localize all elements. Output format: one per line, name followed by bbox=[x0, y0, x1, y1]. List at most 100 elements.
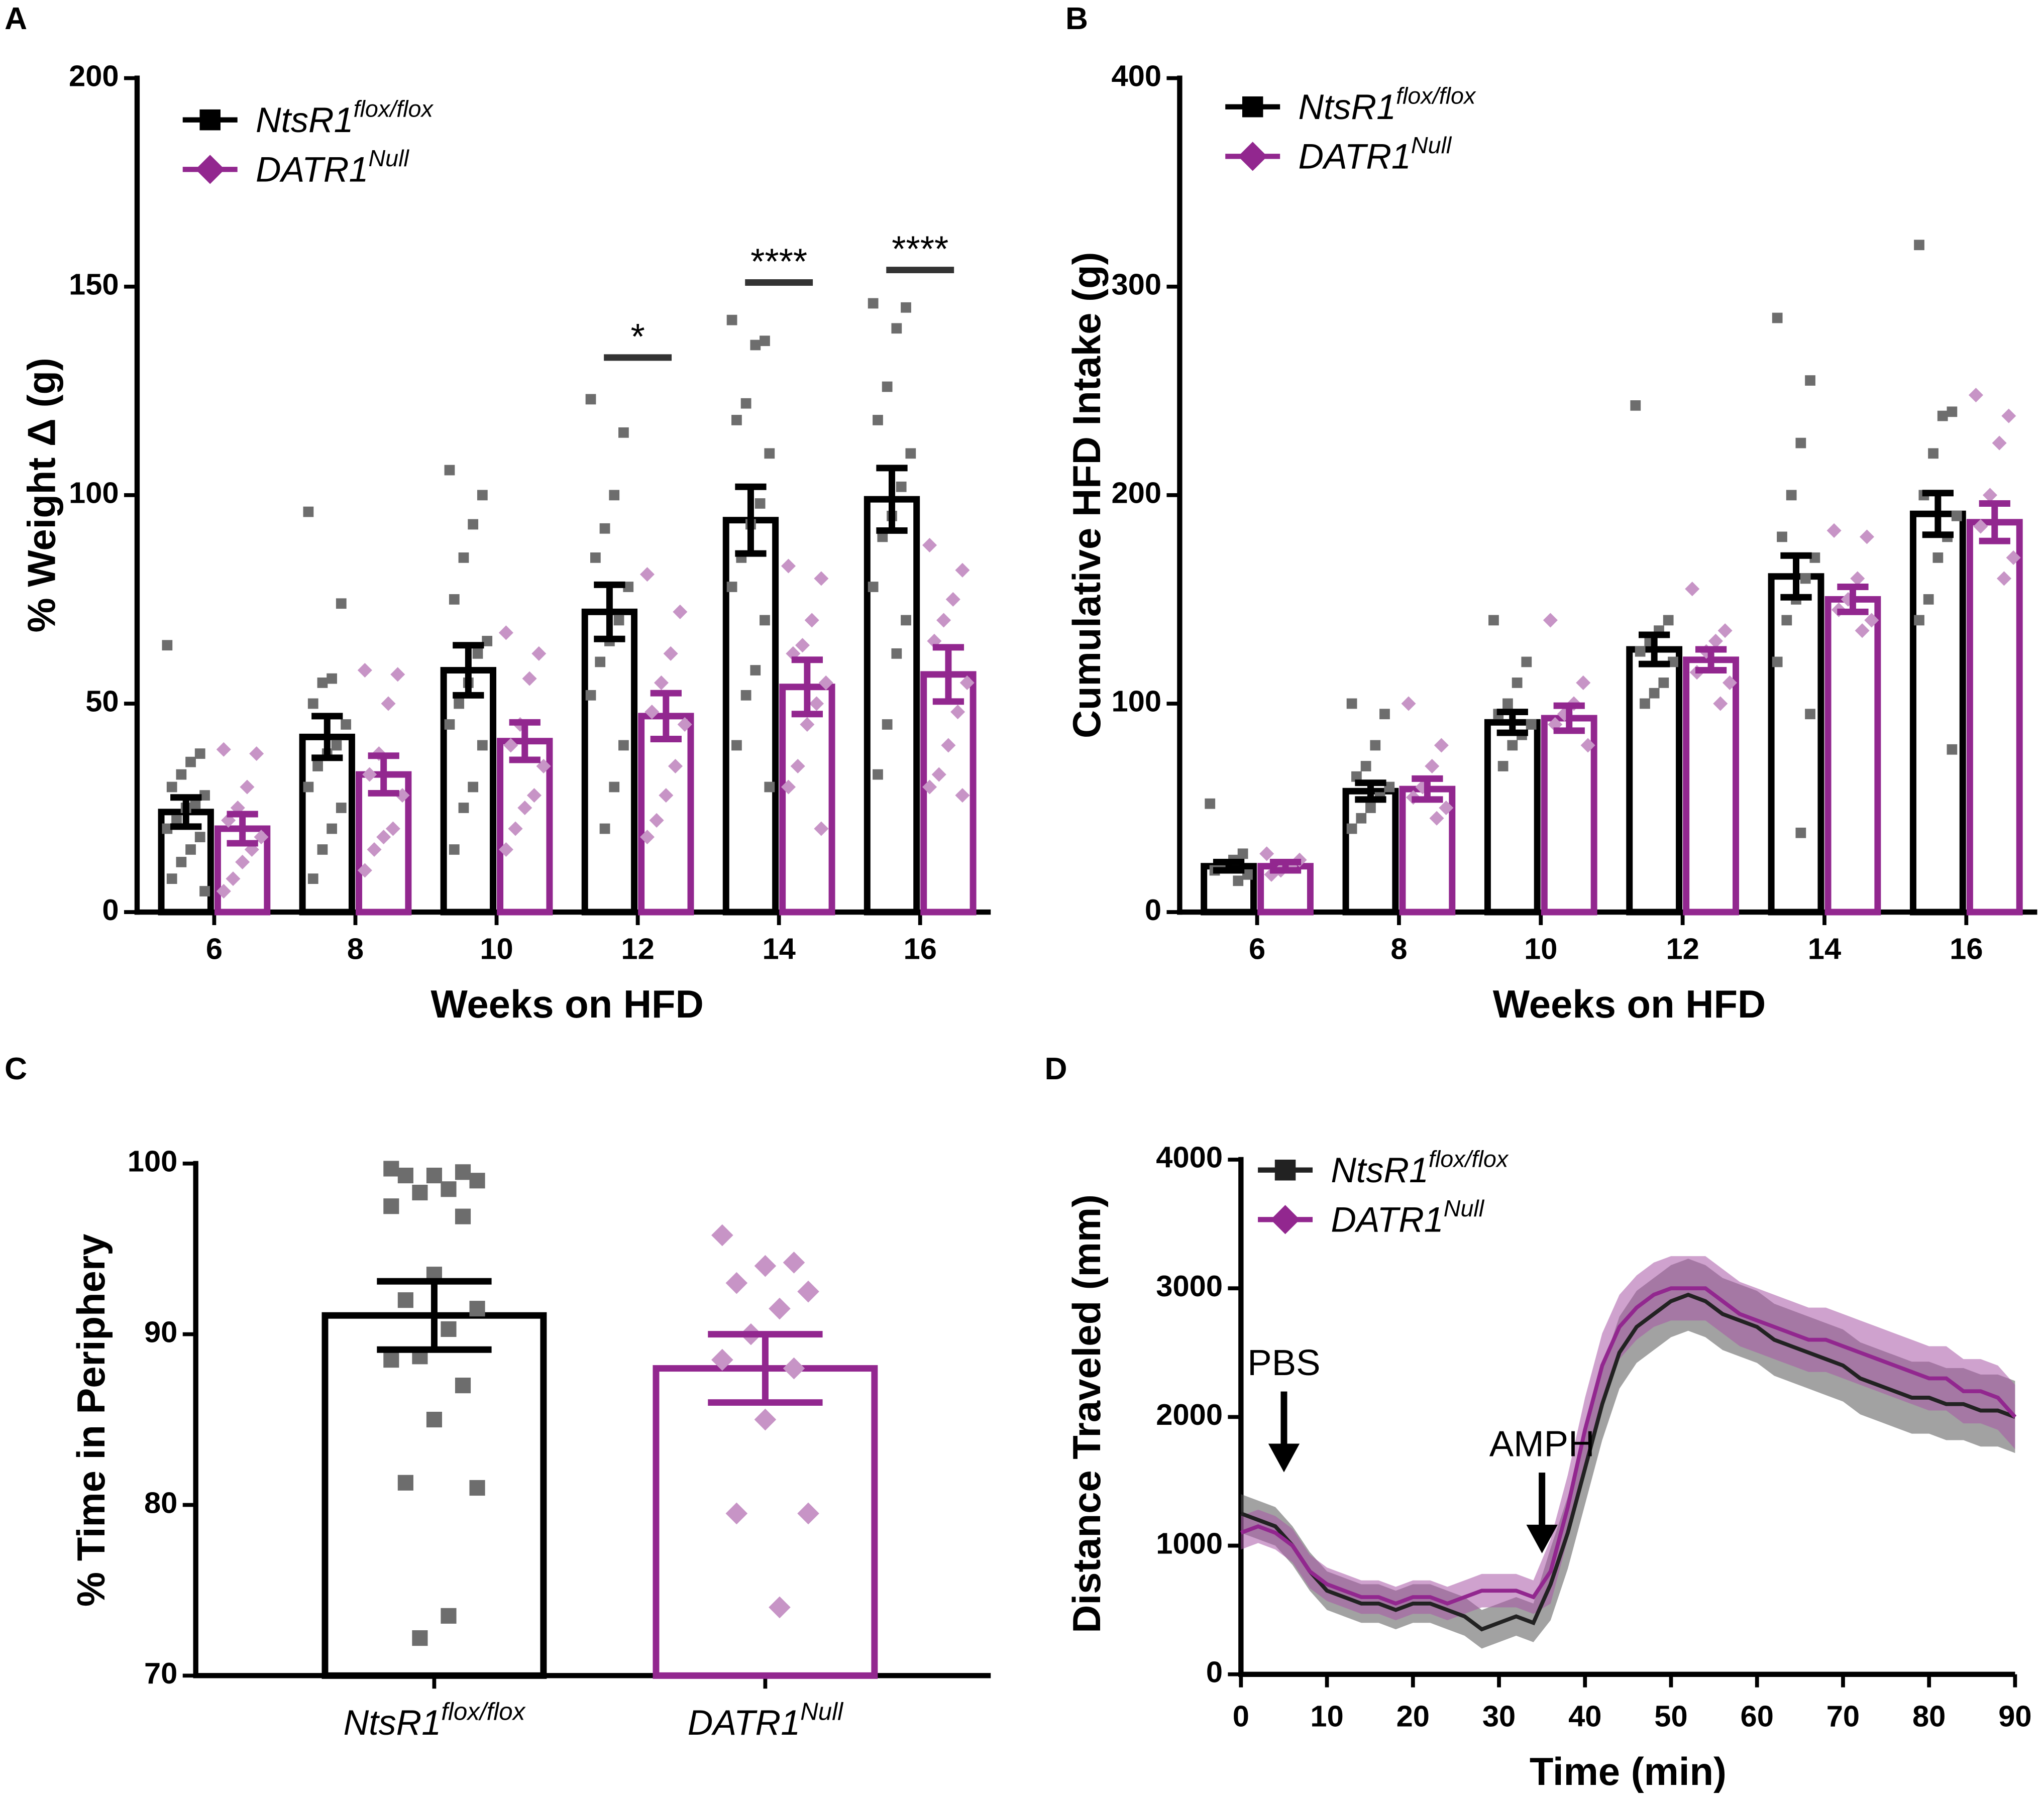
point bbox=[166, 873, 177, 884]
point bbox=[458, 552, 469, 563]
legend-label-sup: Null bbox=[1411, 132, 1452, 158]
point bbox=[790, 758, 805, 774]
point bbox=[449, 594, 460, 605]
point bbox=[1640, 698, 1650, 709]
point bbox=[362, 767, 377, 782]
bar bbox=[321, 1312, 547, 1679]
point bbox=[1800, 573, 1811, 584]
point bbox=[623, 582, 634, 592]
point bbox=[1439, 800, 1454, 816]
point bbox=[441, 1181, 457, 1197]
y-tick-label: 4000 bbox=[1156, 1141, 1223, 1174]
y-axis-title: % Weight Δ (g) bbox=[20, 358, 63, 632]
point bbox=[327, 823, 337, 834]
point bbox=[1859, 529, 1874, 544]
point bbox=[936, 613, 951, 628]
point bbox=[764, 781, 775, 793]
point bbox=[804, 613, 819, 628]
y-tick-label: 100 bbox=[128, 1145, 178, 1178]
point bbox=[190, 798, 201, 809]
point bbox=[336, 598, 347, 609]
x-tick-label: 10 bbox=[1310, 1700, 1343, 1733]
point bbox=[677, 717, 692, 732]
point bbox=[955, 562, 970, 578]
legend-label-base: DATR1 bbox=[256, 150, 368, 189]
point bbox=[503, 738, 518, 753]
legend-label-sup: Null bbox=[368, 145, 409, 171]
point bbox=[1512, 678, 1523, 688]
point bbox=[663, 646, 678, 661]
point bbox=[1968, 388, 1983, 403]
point bbox=[454, 698, 465, 709]
y-tick-label: 300 bbox=[1112, 268, 1162, 301]
y-tick-label: 200 bbox=[69, 59, 119, 92]
point bbox=[797, 1280, 819, 1303]
point bbox=[376, 830, 391, 845]
point bbox=[1864, 613, 1879, 628]
point bbox=[1996, 571, 2012, 586]
point bbox=[882, 381, 893, 392]
point bbox=[1855, 623, 1870, 638]
point bbox=[526, 788, 542, 803]
point bbox=[1708, 633, 1723, 648]
point bbox=[931, 767, 946, 782]
point bbox=[455, 1164, 471, 1180]
y-tick-label: 0 bbox=[1145, 893, 1161, 927]
point bbox=[240, 779, 255, 795]
point bbox=[873, 415, 883, 425]
point bbox=[901, 302, 911, 313]
point bbox=[1914, 240, 1924, 251]
point bbox=[1379, 709, 1390, 720]
point bbox=[781, 558, 796, 574]
x-axis-title: Weeks on HFD bbox=[431, 983, 703, 1026]
point bbox=[731, 415, 742, 425]
point bbox=[426, 1167, 443, 1184]
point bbox=[194, 748, 205, 759]
bar bbox=[1909, 510, 1966, 916]
point bbox=[1805, 375, 1815, 386]
x-tick-label-base: NtsR1 bbox=[344, 1703, 442, 1742]
point bbox=[1360, 761, 1371, 771]
point bbox=[216, 884, 231, 899]
point bbox=[2006, 550, 2021, 565]
point bbox=[1685, 582, 1700, 597]
point bbox=[412, 1630, 428, 1646]
point bbox=[1507, 740, 1518, 751]
y-tick-label: 0 bbox=[1206, 1655, 1223, 1689]
bar bbox=[581, 608, 638, 916]
point bbox=[458, 803, 469, 813]
point bbox=[482, 636, 493, 646]
point bbox=[1786, 490, 1797, 501]
point bbox=[814, 571, 829, 586]
point bbox=[176, 857, 187, 867]
annotation: AMPH bbox=[1489, 1423, 1595, 1464]
point bbox=[1914, 615, 1924, 626]
y-tick-label: 3000 bbox=[1156, 1269, 1223, 1303]
point bbox=[383, 1352, 399, 1368]
point bbox=[781, 779, 796, 795]
point bbox=[1630, 400, 1641, 411]
point bbox=[814, 821, 829, 836]
point bbox=[498, 625, 513, 640]
point bbox=[383, 1161, 399, 1177]
point bbox=[1722, 675, 1737, 690]
point bbox=[1635, 646, 1646, 657]
point bbox=[1401, 696, 1416, 711]
x-tick-label: 40 bbox=[1568, 1700, 1601, 1733]
point bbox=[317, 844, 328, 855]
point bbox=[750, 665, 761, 675]
point bbox=[760, 335, 770, 347]
point bbox=[644, 705, 660, 720]
error-band bbox=[1241, 1256, 2015, 1621]
point bbox=[367, 842, 382, 857]
point bbox=[357, 663, 372, 678]
point bbox=[469, 1480, 485, 1496]
point bbox=[477, 740, 488, 751]
x-tick-label: 60 bbox=[1741, 1700, 1774, 1733]
point bbox=[336, 803, 347, 813]
x-tick-label: 12 bbox=[1666, 932, 1699, 966]
point bbox=[1259, 846, 1274, 861]
x-tick-label: 30 bbox=[1482, 1700, 1516, 1733]
x-tick-label: 16 bbox=[1950, 932, 1983, 966]
point bbox=[649, 813, 664, 828]
